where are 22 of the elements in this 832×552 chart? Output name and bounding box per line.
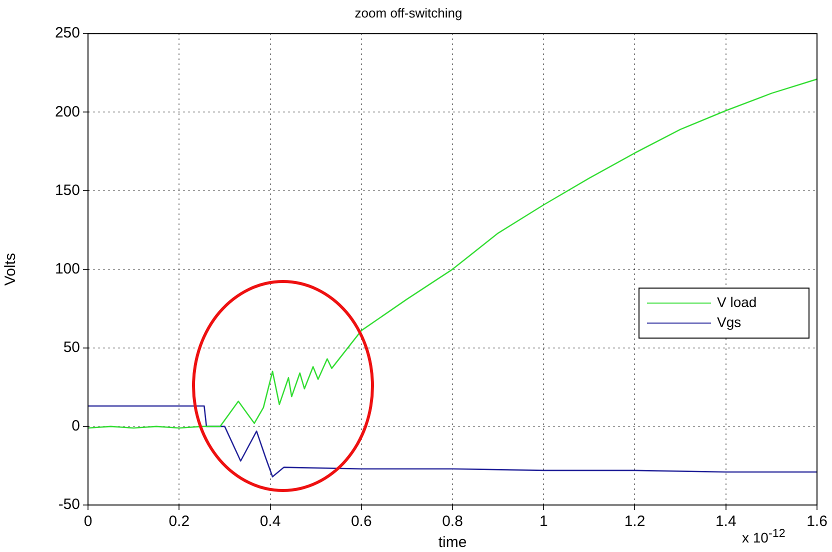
x-tick-label: 0.6	[350, 513, 372, 530]
x-tick-label: 0	[84, 513, 92, 530]
y-tick-label: 0	[72, 418, 80, 435]
x-tick-label: 1.2	[624, 513, 646, 530]
x-tick-label: 1.6	[806, 513, 828, 530]
x-tick-label: 0.4	[260, 513, 281, 530]
legend-label: V load	[717, 294, 757, 310]
y-tick-label: 50	[63, 339, 80, 356]
x-tick-label: 1.4	[715, 513, 736, 530]
x-tick-label: 1	[539, 513, 548, 530]
y-tick-label: 150	[54, 182, 80, 199]
y-tick-label: -50	[58, 496, 80, 514]
chart-title: zoom off-switching	[354, 5, 462, 20]
y-axis-title: Volts	[2, 253, 20, 286]
text: x 10$^{-12}$	[742, 527, 786, 546]
x-tick-label: 0.2	[168, 513, 190, 530]
legend-label: Vgs	[717, 314, 742, 330]
x-tick-label: 0.8	[442, 513, 463, 530]
y-tick-label: 100	[54, 260, 80, 278]
y-tick-label: 250	[54, 24, 80, 42]
y-tick-label: 200	[54, 103, 80, 120]
x-axis-title: time	[438, 534, 467, 552]
